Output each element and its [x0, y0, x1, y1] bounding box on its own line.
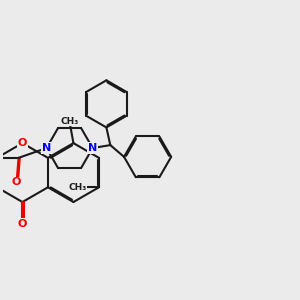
- Text: O: O: [12, 177, 21, 188]
- Text: O: O: [18, 138, 27, 148]
- Text: CH₃: CH₃: [68, 183, 86, 192]
- Text: N: N: [42, 143, 51, 153]
- Text: O: O: [18, 219, 27, 229]
- Text: CH₃: CH₃: [60, 117, 79, 126]
- Text: N: N: [88, 143, 97, 153]
